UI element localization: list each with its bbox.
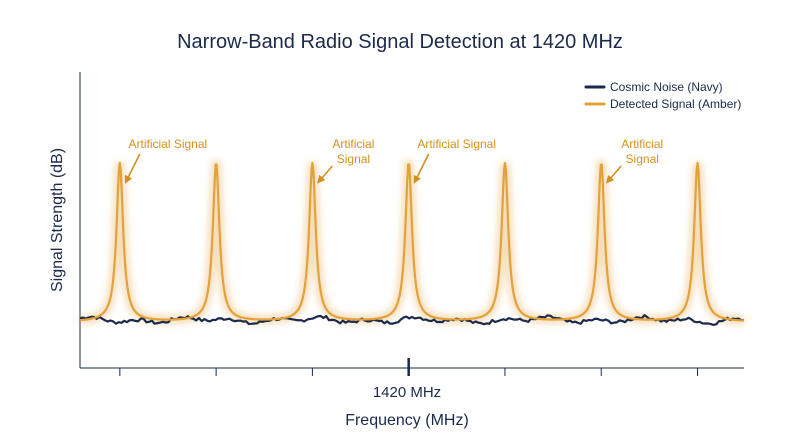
- annotation: Artificial Signal: [124, 137, 207, 184]
- legend-label-noise: Cosmic Noise (Navy): [610, 80, 723, 94]
- detected-signal-line: [79, 161, 745, 322]
- x-tick-label: 1420 MHz: [373, 384, 441, 401]
- annotation-label: Artificial Signal: [128, 137, 207, 151]
- y-axis-label: Signal Strength (dB): [49, 148, 66, 292]
- annotation-label: Artificial: [332, 137, 374, 151]
- annotation-arrow: [605, 165, 622, 184]
- x-ticks: [119, 358, 699, 376]
- legend: Cosmic Noise (Navy) Detected Signal (Amb…: [584, 80, 741, 111]
- chart-title: Narrow-Band Radio Signal Detection at 14…: [177, 31, 623, 53]
- annotation-label: Signal: [626, 152, 659, 166]
- x-axis-label: Frequency (MHz): [345, 412, 469, 429]
- annotations: Artificial Signal ArtificialSignalArtific…: [124, 137, 663, 184]
- annotation: Artificial Signal: [413, 137, 496, 184]
- annotation-arrow: [124, 153, 141, 184]
- plot-area: [79, 159, 745, 326]
- legend-label-signal: Detected Signal (Amber): [610, 97, 741, 111]
- annotation-arrow: [317, 165, 334, 184]
- annotation-label: Signal: [337, 152, 370, 166]
- annotation-arrow: [413, 153, 430, 184]
- annotation-label: Artificial: [621, 137, 663, 151]
- annotation-label: Artificial Signal: [417, 137, 496, 151]
